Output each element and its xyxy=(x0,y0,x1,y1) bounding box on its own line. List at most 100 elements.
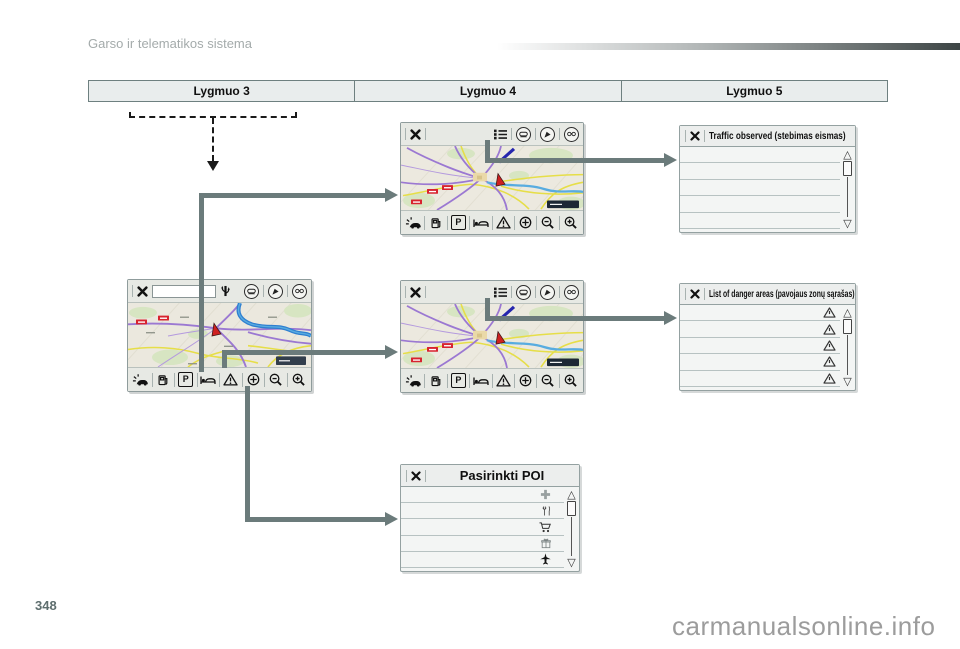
list-icon[interactable] xyxy=(494,129,507,140)
car-icon[interactable] xyxy=(516,126,531,142)
connector-list-to-danger xyxy=(485,298,490,319)
warning-triangle-icon xyxy=(823,307,836,318)
toolbar-separator xyxy=(241,372,243,387)
junction-icon[interactable] xyxy=(220,284,231,298)
traffic-row[interactable] xyxy=(680,147,840,164)
connector-hotel-to-map4a xyxy=(199,194,204,372)
navigation-arrow-icon[interactable] xyxy=(540,284,555,300)
connector-warning-to-map4b xyxy=(222,350,385,355)
scroll-down-icon[interactable]: ▽ xyxy=(567,556,576,569)
danger-row[interactable] xyxy=(680,305,840,322)
parking-letter: P xyxy=(450,373,466,388)
traffic-row[interactable] xyxy=(680,163,840,180)
connector-list-to-traffic xyxy=(485,140,490,161)
magnifier-plus-icon[interactable] xyxy=(288,368,310,391)
hotel-icon[interactable] xyxy=(470,211,491,234)
parking-icon[interactable]: P xyxy=(448,211,469,234)
danger-row[interactable] xyxy=(680,354,840,371)
danger-list xyxy=(680,305,840,390)
navigation-arrow-icon[interactable] xyxy=(268,283,283,299)
map-view[interactable] xyxy=(128,302,311,368)
accident-icon[interactable] xyxy=(403,369,424,392)
close-icon[interactable] xyxy=(411,470,421,481)
zoom-target-icon[interactable] xyxy=(515,211,536,234)
traffic-row[interactable] xyxy=(680,213,840,230)
poi-row-gift[interactable] xyxy=(401,536,564,552)
toolbar-separator xyxy=(685,130,686,142)
car-icon[interactable] xyxy=(244,283,259,299)
magnifier-minus-icon[interactable] xyxy=(537,369,558,392)
close-icon[interactable] xyxy=(410,128,421,140)
map-image xyxy=(401,304,583,368)
binoculars-icon[interactable] xyxy=(564,284,579,300)
magnifier-minus-icon[interactable] xyxy=(537,211,558,234)
map-top-toolbar xyxy=(401,123,583,145)
hotel-icon[interactable] xyxy=(470,369,491,392)
magnifier-plus-icon[interactable] xyxy=(560,211,581,234)
map-view[interactable] xyxy=(401,145,583,211)
scroll-down-icon[interactable]: ▽ xyxy=(843,217,852,230)
fuel-icon[interactable] xyxy=(425,211,446,234)
scroll-thumb[interactable] xyxy=(567,501,576,516)
poi-row-shopping[interactable] xyxy=(401,519,564,536)
scroll-up-icon[interactable]: △ xyxy=(843,148,852,161)
connector-arrowhead xyxy=(385,345,398,359)
accident-icon[interactable] xyxy=(130,368,152,391)
toolbar-separator xyxy=(685,288,686,300)
page-number: 348 xyxy=(35,598,57,613)
magnifier-minus-icon[interactable] xyxy=(265,368,287,391)
zoom-target-icon[interactable] xyxy=(515,369,536,392)
danger-row[interactable] xyxy=(680,371,840,388)
zoom-target-icon[interactable] xyxy=(243,368,265,391)
traffic-row[interactable] xyxy=(680,180,840,197)
toolbar-separator xyxy=(405,286,406,298)
close-icon[interactable] xyxy=(690,131,700,141)
car-icon[interactable] xyxy=(516,284,531,300)
watermark: carmanualsonline.info xyxy=(672,611,936,641)
toolbar-separator xyxy=(151,372,153,387)
connector-arrowhead xyxy=(664,153,677,167)
parking-icon[interactable]: P xyxy=(175,368,197,391)
toolbar-separator xyxy=(405,128,406,140)
navigation-arrow-icon[interactable] xyxy=(540,126,555,142)
toolbar-separator xyxy=(406,469,407,482)
scroll-down-icon[interactable]: ▽ xyxy=(843,375,852,388)
scroll-thumb[interactable] xyxy=(843,319,852,334)
danger-row[interactable] xyxy=(680,321,840,338)
scroll-up-icon[interactable]: △ xyxy=(567,488,576,501)
binoculars-icon[interactable] xyxy=(564,126,579,142)
map-view[interactable] xyxy=(401,303,583,369)
binoculars-icon[interactable] xyxy=(292,283,307,299)
dashed-arrow-down-icon xyxy=(207,161,219,171)
accident-icon[interactable] xyxy=(403,211,424,234)
danger-row[interactable] xyxy=(680,338,840,355)
poi-row-health[interactable] xyxy=(401,487,564,504)
scroll-thumb[interactable] xyxy=(843,161,852,176)
toolbar-separator xyxy=(536,215,538,230)
close-icon[interactable] xyxy=(690,289,700,299)
nav-map-screen: P xyxy=(400,280,584,393)
connector-arrowhead xyxy=(385,512,398,526)
traffic-row[interactable] xyxy=(680,196,840,213)
list-icon[interactable] xyxy=(494,287,507,298)
scrollbar: △ ▽ xyxy=(840,305,855,390)
poi-row-restaurant[interactable] xyxy=(401,503,564,520)
dashed-line-end-tick xyxy=(295,112,297,117)
warning-triangle-icon xyxy=(823,356,836,368)
warning-triangle-icon[interactable] xyxy=(220,368,242,391)
warning-triangle-icon[interactable] xyxy=(493,369,514,392)
connector-hotel-to-map4a xyxy=(199,193,385,198)
close-icon[interactable] xyxy=(410,286,421,298)
fuel-icon[interactable] xyxy=(153,368,175,391)
warning-triangle-icon[interactable] xyxy=(493,211,514,234)
scroll-up-icon[interactable]: △ xyxy=(843,306,852,319)
destination-input[interactable] xyxy=(152,284,216,298)
magnifier-plus-icon[interactable] xyxy=(560,369,581,392)
fuel-icon[interactable] xyxy=(425,369,446,392)
close-icon[interactable] xyxy=(137,285,148,297)
poi-row-airport[interactable] xyxy=(401,552,564,569)
parking-icon[interactable]: P xyxy=(448,369,469,392)
panel-header: Pasirinkti POI xyxy=(401,465,579,487)
hotel-icon[interactable] xyxy=(198,368,220,391)
